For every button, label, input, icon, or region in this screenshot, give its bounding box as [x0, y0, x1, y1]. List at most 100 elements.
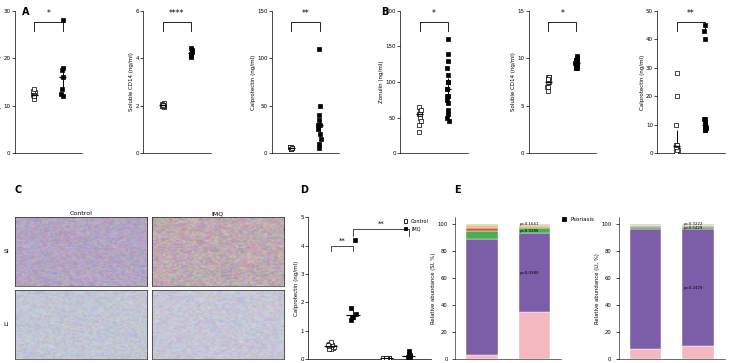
Point: [404, 354, 416, 359]
Point: [56, 91, 67, 97]
Point: [671, 122, 682, 127]
Text: p=0.2429: p=0.2429: [684, 286, 703, 290]
Point: [671, 149, 682, 155]
Text: **: **: [687, 9, 695, 18]
Bar: [630, 224, 661, 225]
Point: [315, 136, 326, 142]
Point: [572, 53, 583, 59]
Point: [326, 342, 338, 348]
Text: *: *: [561, 9, 564, 18]
Bar: [682, 346, 714, 359]
Point: [185, 51, 197, 57]
Point: [441, 93, 453, 99]
Point: [348, 237, 360, 243]
Text: p=0.1641: p=0.1641: [520, 222, 539, 226]
Point: [403, 348, 415, 354]
Text: p=0.5429: p=0.5429: [684, 226, 703, 230]
Point: [699, 116, 711, 122]
Text: B: B: [381, 7, 388, 17]
Y-axis label: SI: SI: [4, 249, 10, 254]
Point: [313, 146, 325, 151]
Point: [285, 146, 296, 151]
Bar: [682, 229, 714, 346]
Bar: [519, 227, 550, 228]
Point: [442, 93, 454, 99]
Bar: [466, 231, 498, 239]
Point: [570, 57, 582, 63]
Point: [443, 58, 455, 64]
Point: [29, 90, 41, 95]
Point: [322, 342, 334, 347]
Point: [326, 344, 337, 350]
Bar: [519, 228, 550, 233]
Y-axis label: LI: LI: [4, 322, 9, 327]
Point: [325, 339, 337, 345]
Point: [699, 119, 711, 125]
Point: [698, 116, 710, 122]
Point: [441, 115, 453, 121]
Point: [414, 111, 425, 117]
Point: [671, 93, 683, 99]
Point: [543, 74, 555, 80]
Point: [542, 84, 553, 90]
Point: [314, 103, 326, 109]
Point: [542, 84, 554, 90]
Point: [571, 59, 583, 65]
Point: [285, 146, 296, 152]
Point: [442, 79, 454, 85]
Bar: [630, 229, 661, 348]
Point: [383, 355, 395, 361]
Point: [184, 45, 196, 50]
Point: [383, 355, 395, 361]
Point: [700, 125, 712, 130]
Point: [157, 102, 169, 107]
Legend: Control, IMQ: Control, IMQ: [402, 217, 431, 233]
Point: [569, 60, 581, 66]
Y-axis label: FITC-dextran
(absorbance, ×10³): FITC-dextran (absorbance, ×10³): [0, 55, 2, 109]
Point: [414, 122, 425, 127]
Text: ****: ****: [169, 9, 184, 18]
Bar: [466, 225, 498, 228]
Point: [571, 56, 583, 61]
Point: [313, 127, 324, 132]
Point: [413, 129, 425, 135]
Point: [185, 53, 197, 59]
Point: [570, 65, 582, 71]
Point: [57, 74, 69, 80]
Point: [670, 144, 681, 150]
Point: [328, 344, 340, 350]
Point: [350, 311, 362, 317]
Point: [377, 355, 389, 361]
Bar: [519, 224, 550, 225]
Text: D: D: [300, 185, 308, 195]
Y-axis label: Zonulin (ng/ml): Zonulin (ng/ml): [379, 61, 384, 103]
Point: [285, 146, 296, 152]
Point: [405, 352, 417, 358]
Legend: Control, IMQ: Control, IMQ: [150, 215, 204, 224]
Point: [56, 86, 68, 92]
Point: [699, 127, 711, 133]
Point: [325, 347, 337, 352]
Point: [28, 93, 40, 99]
Bar: [682, 226, 714, 227]
Point: [28, 96, 40, 102]
Point: [699, 125, 711, 130]
Point: [441, 86, 453, 92]
Y-axis label: Calprotectin (ng/ml): Calprotectin (ng/ml): [294, 261, 299, 316]
Point: [403, 354, 414, 360]
Point: [158, 103, 170, 109]
Point: [542, 76, 554, 82]
Point: [403, 351, 415, 356]
Point: [442, 107, 454, 113]
Bar: [466, 239, 498, 355]
Point: [699, 122, 711, 127]
Text: C: C: [15, 185, 22, 195]
Point: [699, 127, 711, 133]
Point: [186, 48, 198, 54]
Bar: [630, 225, 661, 226]
Y-axis label: Relative abundance (LI, %): Relative abundance (LI, %): [595, 253, 600, 324]
Point: [671, 142, 683, 147]
Point: [157, 103, 168, 109]
Point: [381, 355, 392, 361]
Point: [698, 28, 710, 34]
